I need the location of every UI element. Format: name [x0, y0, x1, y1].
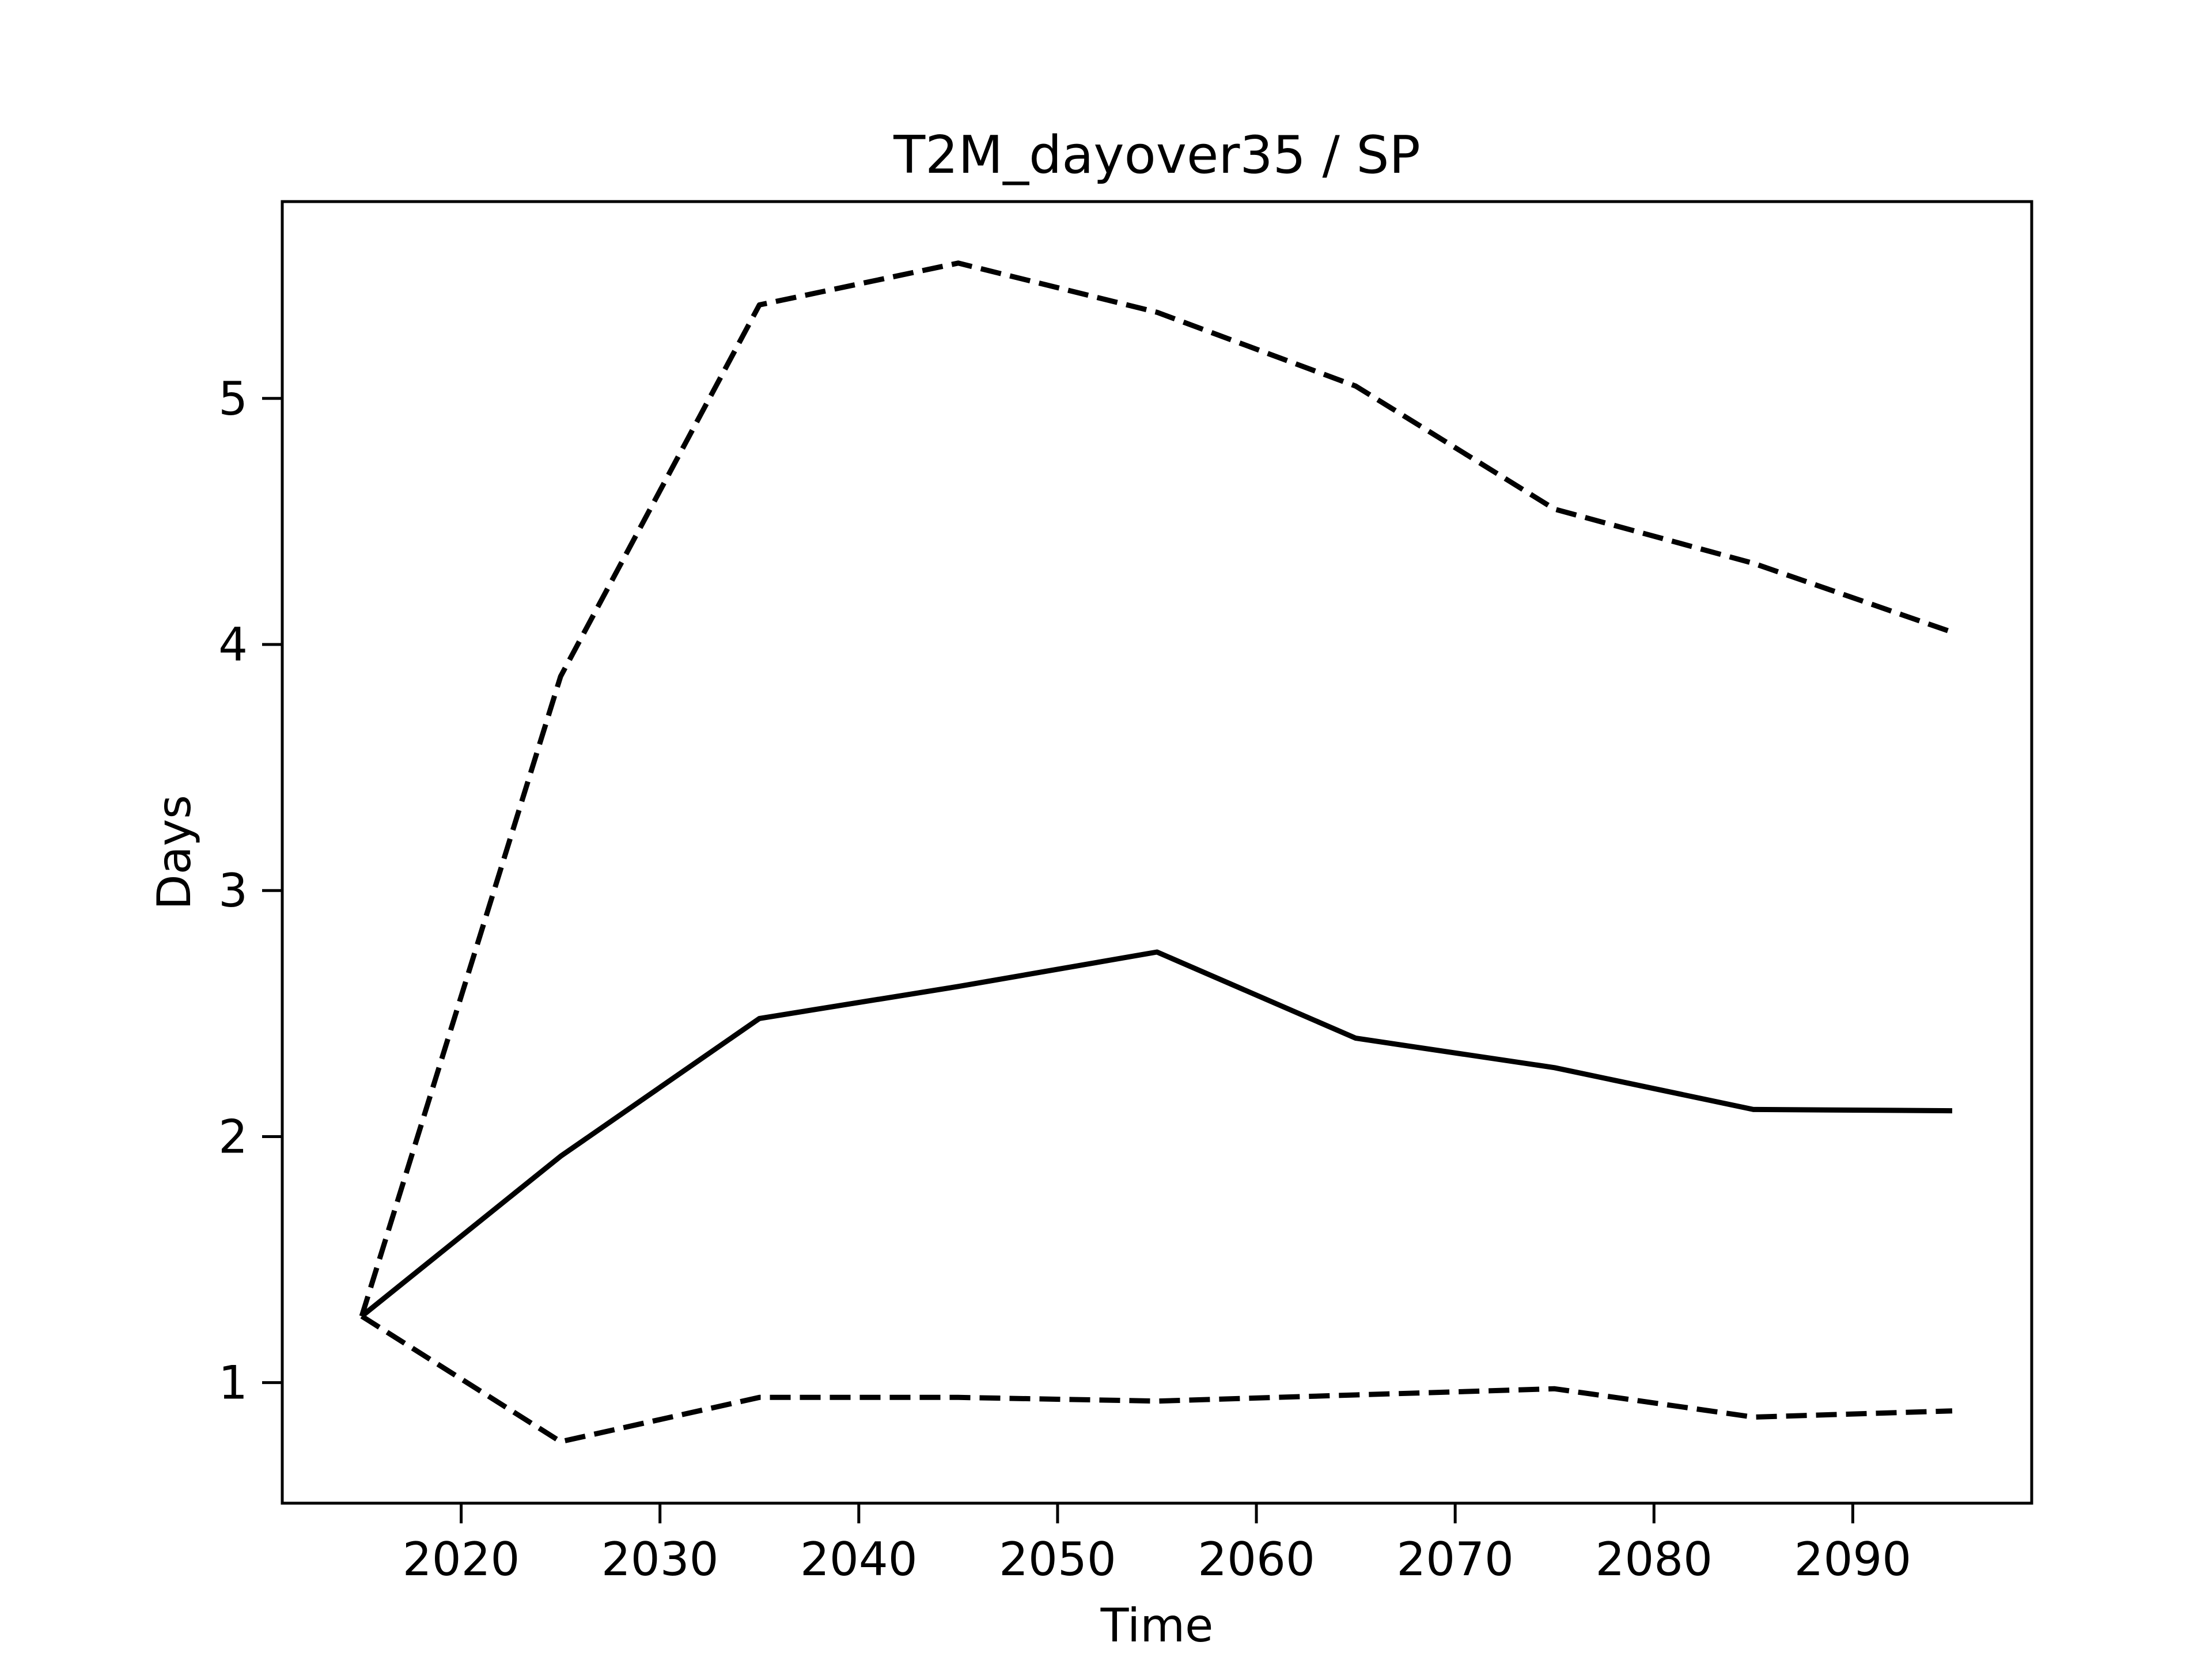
y-tick-label: 4 — [218, 618, 248, 672]
y-tick-label: 5 — [218, 372, 248, 426]
series-layer — [359, 260, 1953, 1444]
plot-area-frame — [281, 200, 2033, 1505]
y-tick-label: 3 — [218, 864, 248, 917]
x-tick-label: 2040 — [800, 1533, 918, 1586]
y-tick-label: 2 — [218, 1110, 248, 1163]
series-line-lower — [360, 1314, 1953, 1444]
x-axis-ticks: 2020 2030 2040 2050 2060 2070 2080 2090 — [403, 1503, 1911, 1586]
x-tick-label: 2090 — [1794, 1533, 1912, 1586]
chart-title: T2M_dayover35 / SP — [893, 125, 1421, 185]
x-axis-label: Time — [1100, 1599, 1214, 1652]
y-axis-label: Days — [147, 795, 201, 910]
x-tick-label: 2070 — [1396, 1533, 1514, 1586]
y-axis-ticks: 1 2 3 4 5 — [218, 372, 282, 1410]
x-tick-label: 2020 — [403, 1533, 520, 1586]
x-tick-label: 2060 — [1198, 1533, 1315, 1586]
series-line-upper — [359, 260, 1953, 1317]
x-tick-label: 2080 — [1595, 1533, 1713, 1586]
series-line-mean — [360, 949, 1953, 1318]
x-tick-label: 2050 — [999, 1533, 1116, 1586]
x-tick-label: 2030 — [601, 1533, 719, 1586]
y-tick-label: 1 — [218, 1356, 248, 1410]
